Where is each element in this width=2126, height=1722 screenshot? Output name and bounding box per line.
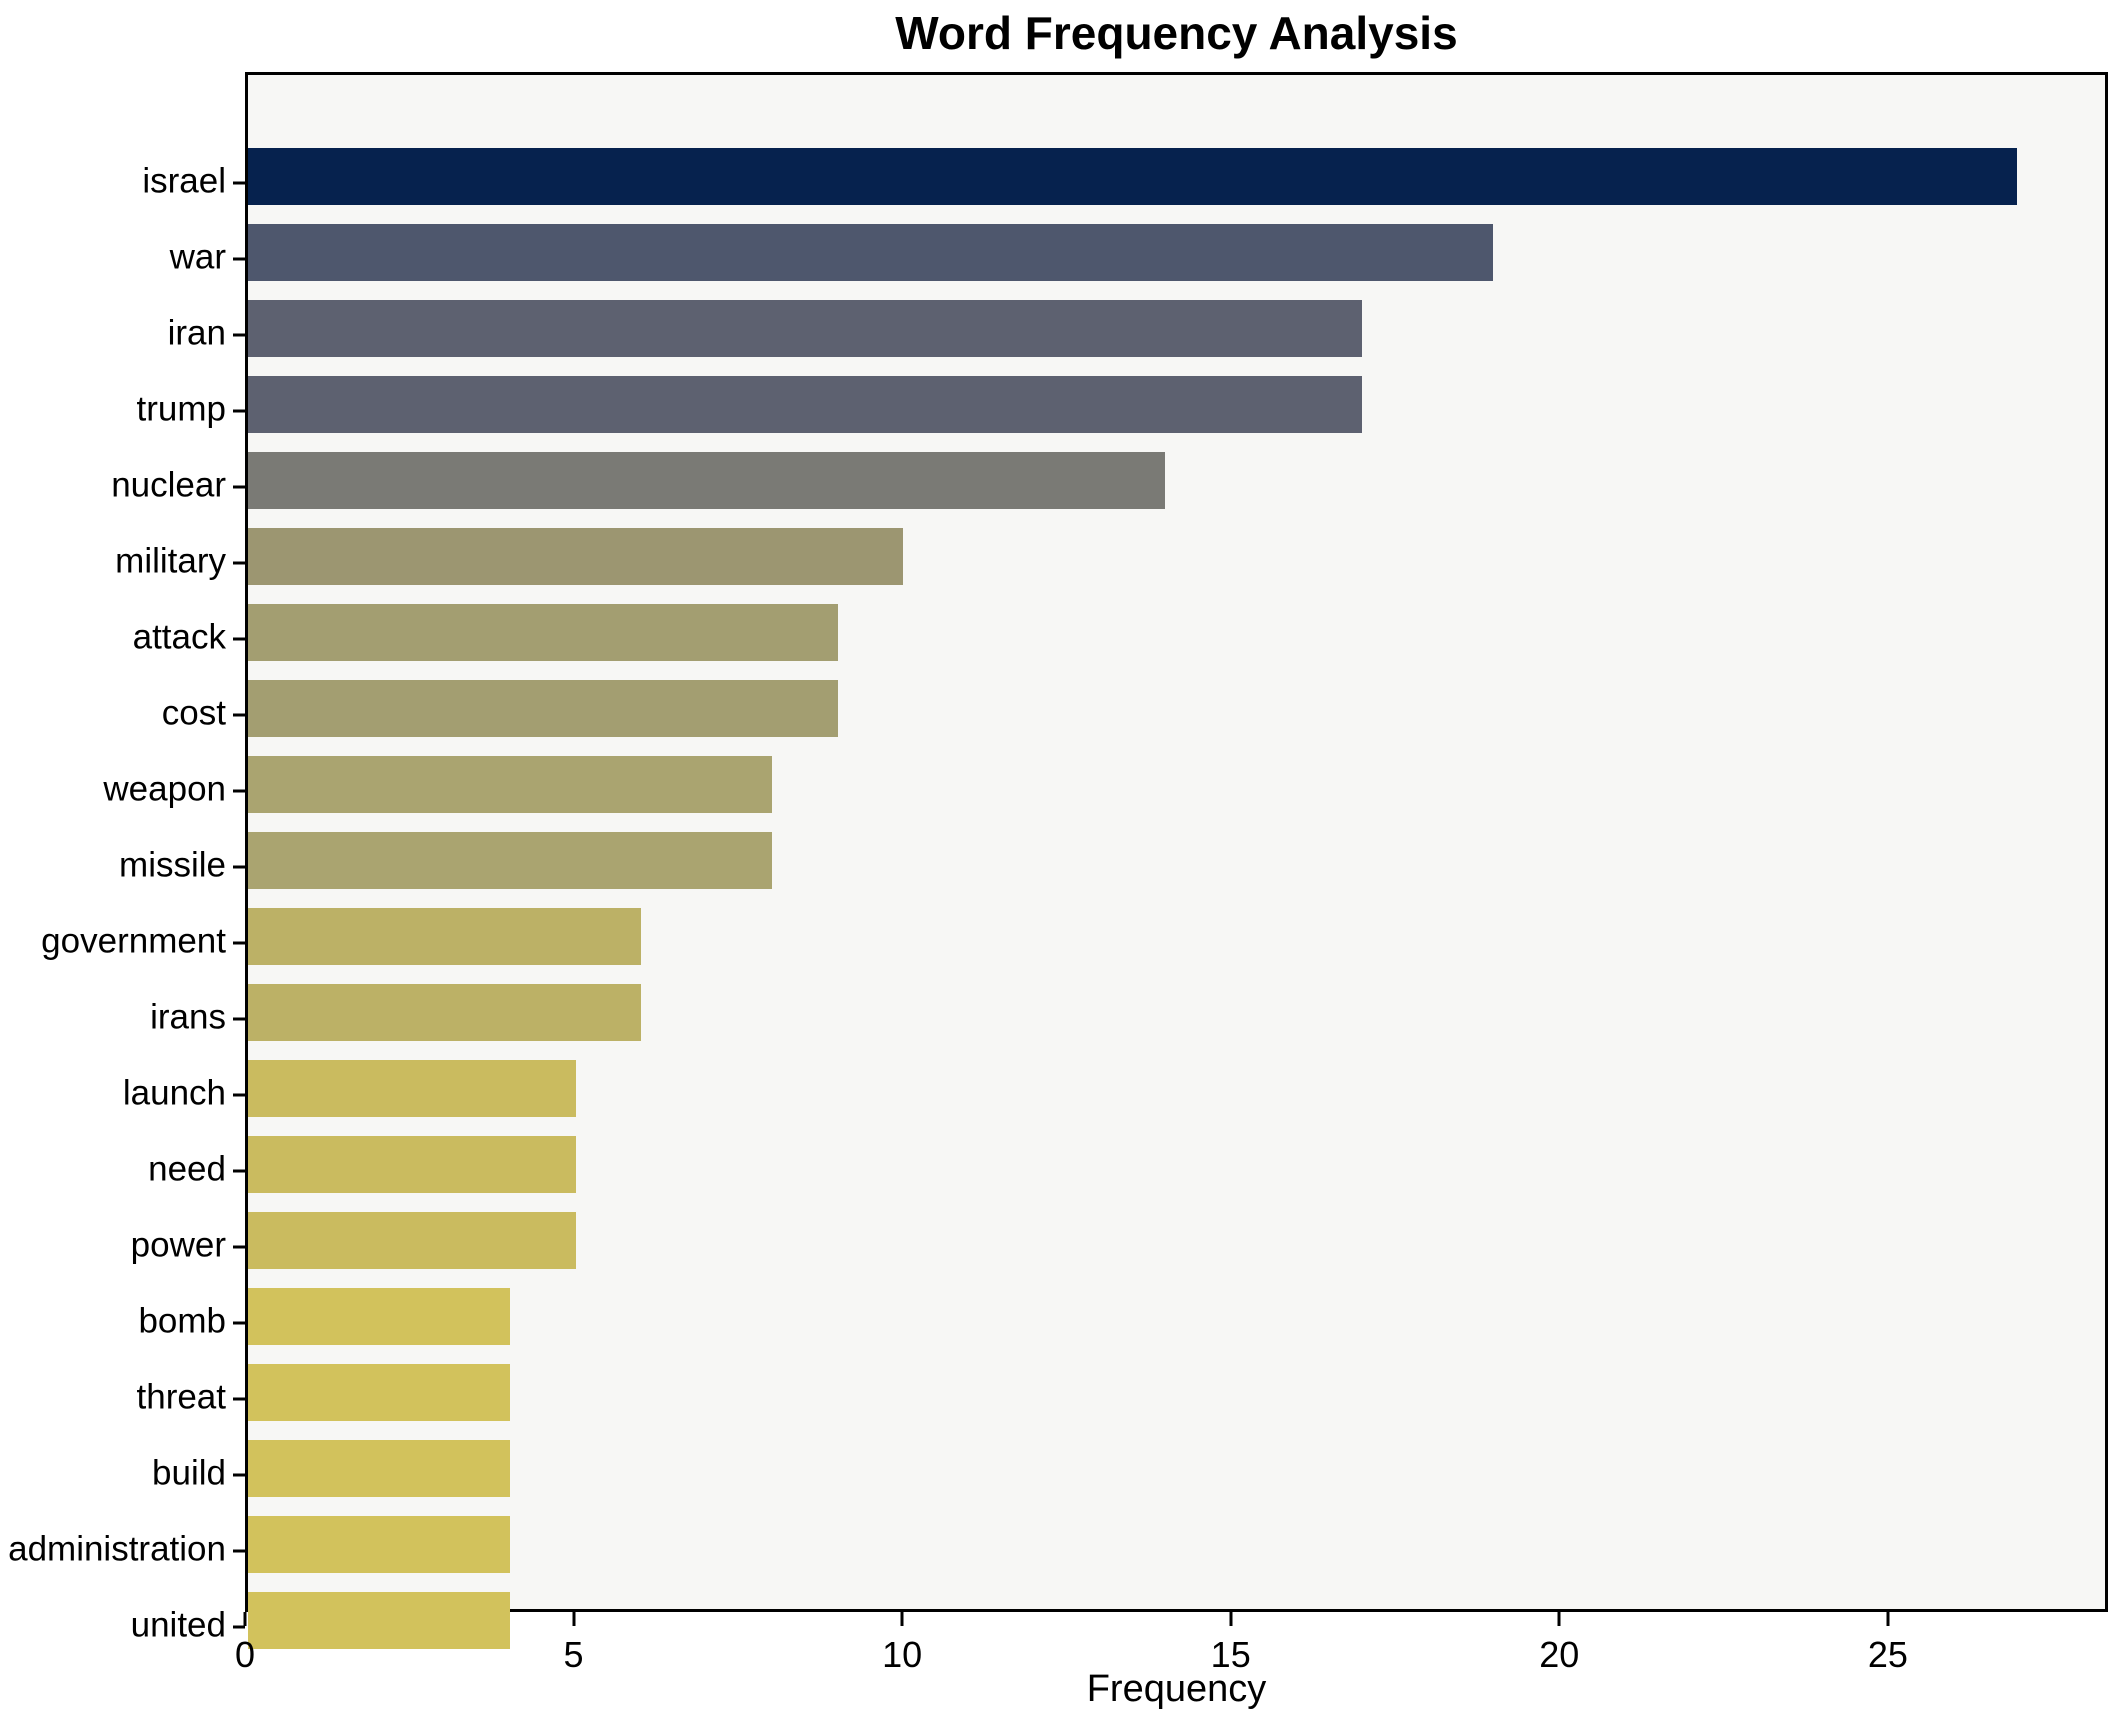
x-axis-label: Frequency: [1086, 1668, 1267, 1710]
y-tick-mark: [233, 409, 245, 413]
bar-row: power: [131, 1212, 2105, 1282]
y-tick-mark: [233, 941, 245, 945]
bar-row: weapon: [103, 756, 2105, 826]
y-axis-label: iran: [167, 313, 226, 353]
y-tick-mark: [233, 789, 245, 793]
y-axis-label: bomb: [138, 1301, 226, 1341]
y-axis-label: war: [169, 237, 226, 277]
frequency-bar: [248, 376, 1362, 433]
frequency-bar: [248, 1060, 576, 1117]
y-axis-label: missile: [119, 845, 226, 885]
y-axis-label: cost: [161, 693, 226, 733]
y-tick-mark: [233, 1321, 245, 1325]
y-axis-label: nuclear: [111, 465, 226, 505]
bar-row: need: [148, 1136, 2105, 1206]
bar-row: missile: [119, 832, 2105, 902]
bar-row: build: [152, 1440, 2105, 1510]
y-tick-mark: [233, 333, 245, 337]
y-axis-label: trump: [136, 389, 226, 429]
frequency-bar: [248, 452, 1166, 509]
x-axis: 0 5 10 15 20 25: [235, 1612, 2108, 1692]
bar-row: irans: [150, 984, 2105, 1054]
frequency-bar: [248, 756, 773, 813]
y-tick-mark: [233, 637, 245, 641]
bar-row: attack: [133, 604, 2105, 674]
frequency-bar: [248, 1516, 510, 1573]
x-tick-label: 20: [1539, 1634, 1580, 1675]
y-axis-label: administration: [8, 1529, 226, 1569]
y-axis-label: need: [148, 1149, 226, 1189]
x-tick-mark: [572, 1612, 576, 1626]
bar-row: launch: [123, 1060, 2105, 1130]
y-tick-mark: [233, 181, 245, 185]
bar-row: military: [115, 528, 2105, 598]
y-tick-mark: [233, 561, 245, 565]
frequency-bar: [248, 604, 838, 661]
x-tick-mark: [1557, 1612, 1561, 1626]
frequency-bar: [248, 528, 904, 585]
y-tick-mark: [233, 1093, 245, 1097]
bars-container: israel war iran trump nuclear military attack c…: [8, 75, 2105, 1649]
x-tick-mark: [1229, 1612, 1233, 1626]
bar-row: government: [41, 908, 2105, 978]
y-tick-mark: [233, 865, 245, 869]
frequency-bar: [248, 680, 838, 737]
plot-area: israel war iran trump nuclear military attack c…: [8, 72, 2108, 1649]
frequency-bar: [248, 832, 773, 889]
y-axis-label: weapon: [103, 769, 226, 809]
y-tick-mark: [233, 485, 245, 489]
y-tick-mark: [233, 1473, 245, 1477]
y-axis-label: build: [152, 1453, 226, 1493]
bar-row: trump: [137, 376, 2105, 446]
y-axis-label: military: [115, 541, 226, 581]
y-tick-mark: [233, 1245, 245, 1249]
bar-row: administration: [8, 1516, 2105, 1586]
x-tick-mark: [243, 1612, 247, 1626]
y-tick-mark: [233, 713, 245, 717]
bar-row: threat: [137, 1364, 2105, 1434]
frequency-bar: [248, 908, 642, 965]
frequency-bar: [248, 1136, 576, 1193]
y-tick-mark: [233, 1549, 245, 1553]
y-axis-label: power: [130, 1225, 226, 1265]
bar-row: iran: [168, 300, 2105, 370]
frequency-bar: [248, 1364, 510, 1421]
bar-row: israel: [142, 148, 2105, 218]
frequency-bar: [248, 1212, 576, 1269]
y-tick-mark: [233, 1397, 245, 1401]
x-tick-mark: [900, 1612, 904, 1626]
frequency-bar: [248, 984, 642, 1041]
bar-row: united: [131, 1592, 2105, 1662]
x-tick-label: 0: [234, 1634, 256, 1675]
y-tick-mark: [233, 1017, 245, 1021]
y-axis-label: attack: [132, 617, 226, 657]
y-axis-label: threat: [136, 1377, 227, 1417]
frequency-bar: [248, 224, 1493, 281]
y-axis-label: government: [41, 921, 226, 961]
bar-row: bomb: [138, 1288, 2105, 1358]
x-tick-label: 5: [563, 1634, 584, 1675]
y-axis-label: israel: [142, 161, 226, 201]
frequency-bar: [248, 1440, 510, 1497]
x-tick-mark: [1886, 1612, 1890, 1626]
x-tick-label: 15: [1210, 1634, 1251, 1675]
frequency-bar: [248, 1288, 510, 1345]
frequency-bar: [248, 1592, 510, 1649]
chart-title: Word Frequency Analysis: [895, 7, 1458, 59]
x-tick-label: 25: [1867, 1634, 1908, 1675]
y-tick-mark: [233, 257, 245, 261]
y-axis-label: launch: [122, 1073, 226, 1113]
frequency-bar: [248, 300, 1362, 357]
x-tick-label: 10: [882, 1634, 923, 1675]
y-tick-mark: [233, 1625, 245, 1629]
y-tick-mark: [233, 1169, 245, 1173]
y-axis-label: irans: [150, 997, 226, 1037]
frequency-bar: [248, 148, 2017, 205]
bar-row: nuclear: [111, 452, 2105, 522]
bar-row: war: [170, 224, 2105, 294]
bar-row: cost: [162, 680, 2105, 750]
y-axis-label: united: [130, 1605, 226, 1645]
